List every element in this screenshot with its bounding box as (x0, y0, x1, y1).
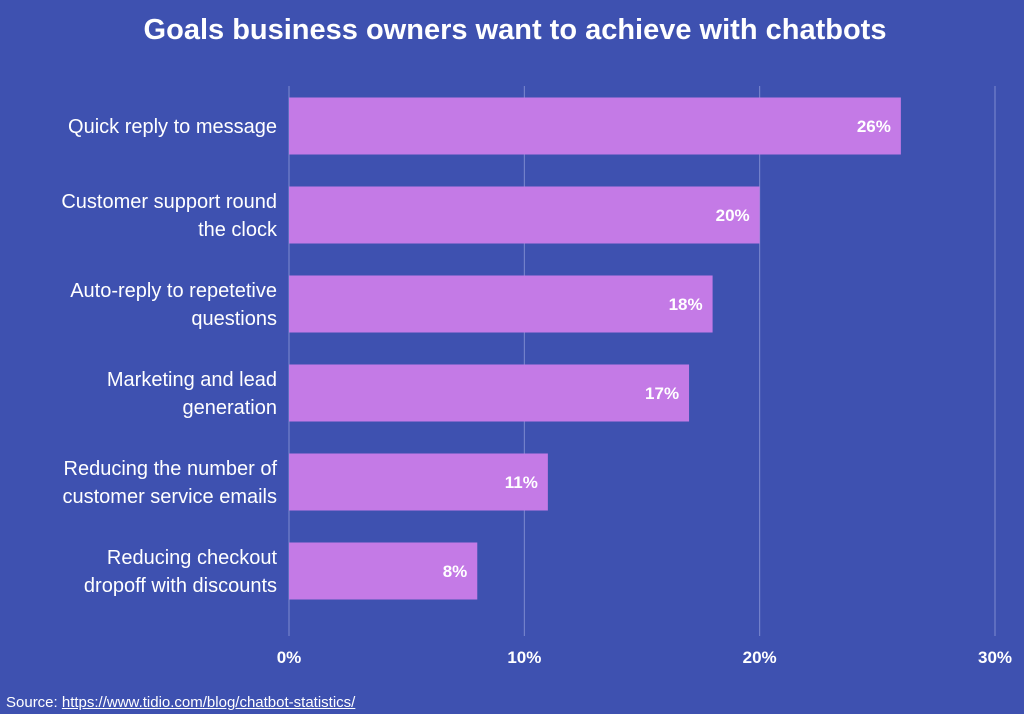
bar-value-label: 20% (716, 206, 750, 225)
category-label-line: Reducing checkout (107, 547, 278, 569)
chart-title: Goals business owners want to achieve wi… (143, 14, 887, 46)
category-label-line: Auto-reply to repetetive (70, 280, 277, 302)
source-label: Source: (6, 694, 58, 711)
bar-value-label: 11% (505, 473, 538, 492)
category-label-line: Reducing the number of (64, 458, 278, 480)
category-label-line: generation (182, 397, 277, 419)
bar-value-label: 8% (443, 562, 468, 581)
category-label: Reducing checkout dropoff with discounts (84, 547, 278, 597)
category-label-line: Customer support round (61, 191, 277, 213)
category-label-line: Marketing and lead (107, 369, 277, 391)
bar (289, 186, 760, 244)
bar (289, 453, 548, 511)
source-note: Source: https://www.tidio.com/blog/chatb… (6, 694, 355, 711)
category-label-line: questions (191, 308, 277, 330)
category-label-line: the clock (198, 219, 278, 241)
bar-value-label: 18% (669, 295, 703, 314)
bar (289, 542, 478, 600)
x-tick-label: 30% (978, 648, 1012, 667)
source-link[interactable]: https://www.tidio.com/blog/chatbot-stati… (61, 694, 356, 711)
bar (289, 364, 690, 422)
bar-value-label: 26% (857, 117, 891, 136)
x-tick-label: 0% (277, 648, 302, 667)
bar (289, 97, 901, 155)
category-label: Customer support round the clock (61, 191, 278, 241)
category-label: Auto-reply to repetetive questions (70, 280, 277, 330)
category-label-line: dropoff with discounts (84, 575, 277, 597)
category-label-line: customer service emails (62, 486, 277, 508)
x-tick-label: 20% (743, 648, 777, 667)
bar (289, 275, 713, 333)
category-label: Quick reply to message (68, 116, 277, 138)
category-label: Marketing and lead generation (107, 369, 277, 419)
bar-value-label: 17% (645, 384, 679, 403)
category-label-line: Quick reply to message (68, 116, 277, 138)
category-label: Reducing the number of customer service e… (62, 458, 277, 508)
bar-chart: 0% 10% 20% 30% 26% Quick reply to message 20% C… (61, 86, 1012, 667)
x-tick-label: 10% (507, 648, 541, 667)
